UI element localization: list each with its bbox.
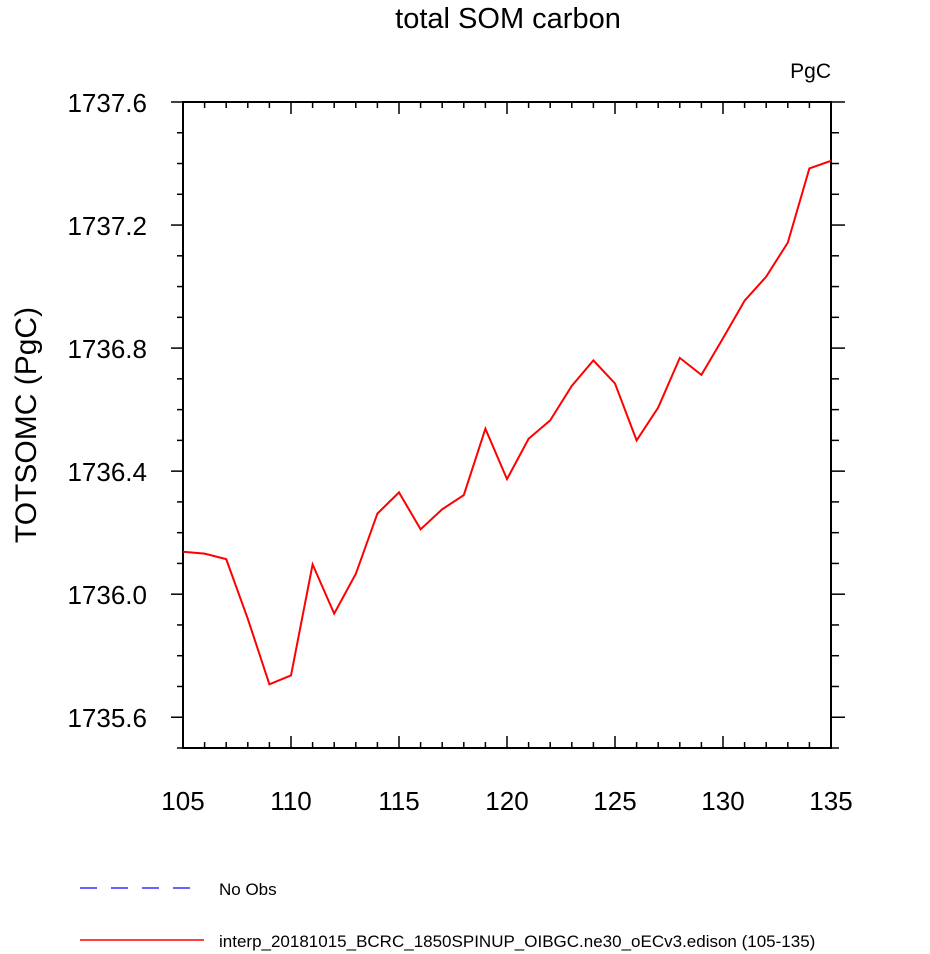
units-label: PgC [790,60,831,83]
x-tick-label: 120 [485,786,528,816]
axis-ticks: 105 110 115 120 125 130 135 1735.6 1736.0 1736.4 1… [67,88,852,816]
x-tick-label: 135 [809,786,852,816]
y-tick-label: 1736.4 [67,457,147,487]
x-tick-label: 115 [378,786,419,816]
x-tick-label: 130 [701,786,744,816]
chart-title: total SOM carbon [395,3,621,35]
y-tick-label: 1735.6 [67,703,147,733]
y-tick-label: 1736.0 [67,580,147,610]
series-line [182,159,832,686]
y-tick-label: 1737.6 [67,88,147,118]
legend-label: interp_20181015_BCRC_1850SPINUP_OIBGC.ne… [219,932,815,951]
x-tick-label: 125 [593,786,636,816]
x-tick-label: 105 [161,786,204,816]
x-tick-label: 110 [270,786,311,816]
legend-label: No Obs [219,880,277,899]
legend: No Obs interp_20181015_BCRC_1850SPINUP_OI… [80,880,815,951]
y-tick-label: 1737.2 [67,211,147,241]
y-tick-label: 1736.8 [67,334,147,364]
y-axis-label: TOTSOMC (PgC) [10,307,43,543]
plot-frame [182,101,832,749]
series-layer [182,159,832,686]
